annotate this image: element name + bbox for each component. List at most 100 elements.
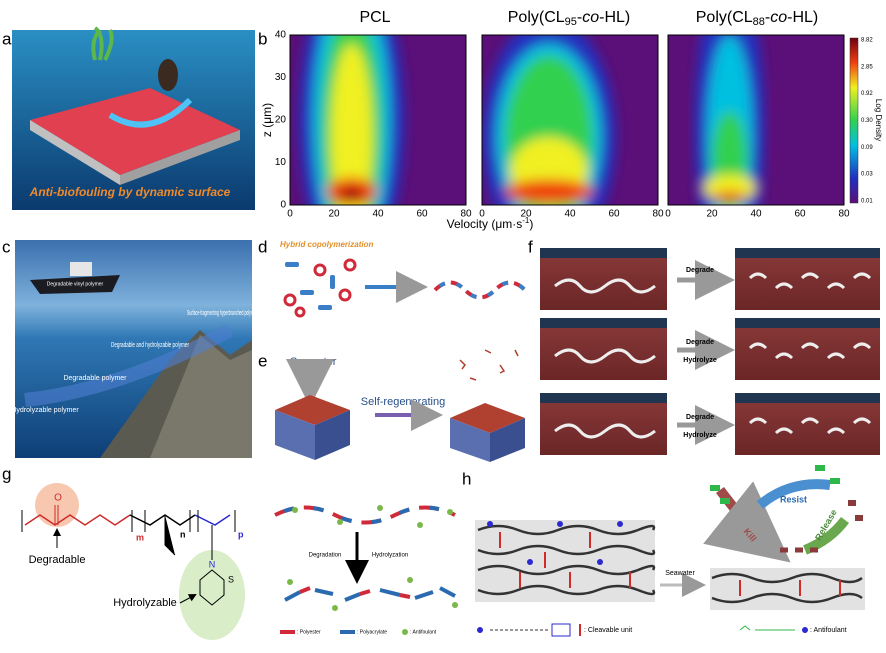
- legend-label: : Antifoulant: [410, 629, 437, 635]
- network: [477, 524, 656, 596]
- structure: [551, 623, 571, 637]
- title-part: co: [582, 9, 599, 26]
- atom: O: [54, 493, 62, 504]
- panel-h: h Seawater Resist Kill Release : Cleavab…: [462, 465, 865, 637]
- water: [735, 318, 880, 328]
- plot-title: PCL: [359, 9, 390, 26]
- density: [298, 35, 405, 205]
- fragment: [826, 427, 846, 435]
- colorbar-tick: 0.03: [861, 172, 873, 178]
- cleavable-units: [739, 580, 841, 596]
- plot-title: Poly(CL88-co-HL): [696, 9, 819, 28]
- label: Hybrid copolymerization: [280, 240, 373, 249]
- panel-label: g: [2, 464, 11, 483]
- panel-label: e: [258, 351, 267, 370]
- fragment: [852, 272, 872, 280]
- fragment: [826, 282, 846, 290]
- density-region: [504, 179, 593, 204]
- label: Hydrolyzation: [372, 553, 408, 559]
- x-tick-label: 60: [416, 209, 428, 220]
- title-part: -: [765, 9, 770, 26]
- ship-label: Degradable vinyl polymer: [47, 281, 104, 287]
- cube-side: [450, 418, 490, 462]
- copolymer: [433, 280, 527, 300]
- polymer: [554, 278, 656, 294]
- bond: [164, 515, 213, 560]
- legend-label: : Polyacrylate: [357, 629, 387, 635]
- substrate: [540, 393, 667, 455]
- polymer: [274, 505, 456, 525]
- atom: S: [228, 574, 234, 584]
- legend-swatch: [477, 627, 483, 633]
- colorbar-tick: 0.09: [861, 145, 873, 151]
- legend-swatch: [802, 627, 808, 633]
- panel-d: d Hybrid copolymerization: [258, 237, 527, 318]
- colorbar: [849, 37, 859, 204]
- water: [735, 248, 880, 258]
- label: Seawater: [290, 356, 337, 368]
- x-tick-label: 20: [706, 209, 718, 220]
- arrow: [803, 516, 849, 555]
- y-tick-label: 20: [275, 115, 287, 126]
- label-part: Velocity (μm·s: [447, 217, 523, 231]
- flow: [24, 323, 234, 407]
- plot-title: Poly(CL95-co-HL): [508, 9, 631, 28]
- y-tick-label: 40: [275, 30, 287, 41]
- fragment: [748, 342, 768, 350]
- label: Degradable and hydrolyzable polymer: [111, 342, 189, 349]
- surface: [30, 88, 240, 175]
- polymer: [274, 505, 456, 525]
- heatmap: [482, 35, 616, 205]
- fragments: [284, 586, 456, 602]
- arrow: [703, 481, 791, 563]
- title-sub: 95: [565, 16, 577, 28]
- mussel: [158, 59, 178, 91]
- legend-label: : Antifoulant: [810, 627, 847, 634]
- heatmap: [298, 35, 405, 205]
- ring: [199, 569, 225, 606]
- x-tick-label: 20: [328, 209, 340, 220]
- cube-top: [450, 403, 525, 433]
- plot-frame: [481, 34, 659, 206]
- chain: [24, 514, 131, 526]
- label: Hydrolyzable: [113, 597, 177, 609]
- label: Hydrolyzable polymer: [11, 407, 79, 414]
- legend-label: : Polyester: [297, 629, 321, 635]
- density-region: [330, 43, 373, 205]
- panel-label: d: [258, 237, 267, 256]
- title-part: Poly(CL: [696, 9, 753, 26]
- title-part: -: [577, 9, 582, 26]
- colorbar-tick: 0.01: [861, 199, 873, 205]
- label-part: ): [529, 217, 533, 231]
- arrow: [108, 97, 193, 128]
- chain: [194, 514, 231, 526]
- x-tick-label: 0: [287, 209, 293, 220]
- ship-bridge: [70, 262, 92, 276]
- panel-e: e Seawater Self-regenerating: [258, 349, 525, 462]
- density-region: [712, 191, 748, 202]
- water: [540, 318, 667, 328]
- x-tick-label: 60: [794, 209, 806, 220]
- title-sub: 88: [753, 16, 765, 28]
- x-tick-label: 80: [460, 209, 472, 220]
- panel-label: b: [258, 29, 267, 48]
- label: Self-regenerating: [361, 396, 445, 408]
- substrate: [540, 318, 667, 380]
- panel-c: Degradable vinyl polymer Surface-fragmen…: [11, 240, 257, 458]
- subscript: m: [136, 532, 144, 542]
- panel-f: f Degrade Degrade Hydrolyze Degrade Hydrolyz…: [528, 237, 880, 455]
- seaweed: [91, 26, 114, 61]
- y-tick-label: 10: [275, 157, 287, 168]
- water: [735, 393, 880, 403]
- title-part: Poly(CL: [508, 9, 565, 26]
- colorbar-tick: 8.82: [861, 38, 873, 44]
- arrow-label: Degrade: [686, 267, 714, 274]
- surface-side: [120, 130, 240, 185]
- fragments: [459, 349, 519, 381]
- surface-side: [30, 120, 120, 185]
- mountain: [150, 335, 252, 458]
- legend-label: : Cleavable unit: [584, 627, 632, 634]
- substrate: [540, 248, 667, 310]
- colorbar-tick: 0.92: [861, 91, 873, 97]
